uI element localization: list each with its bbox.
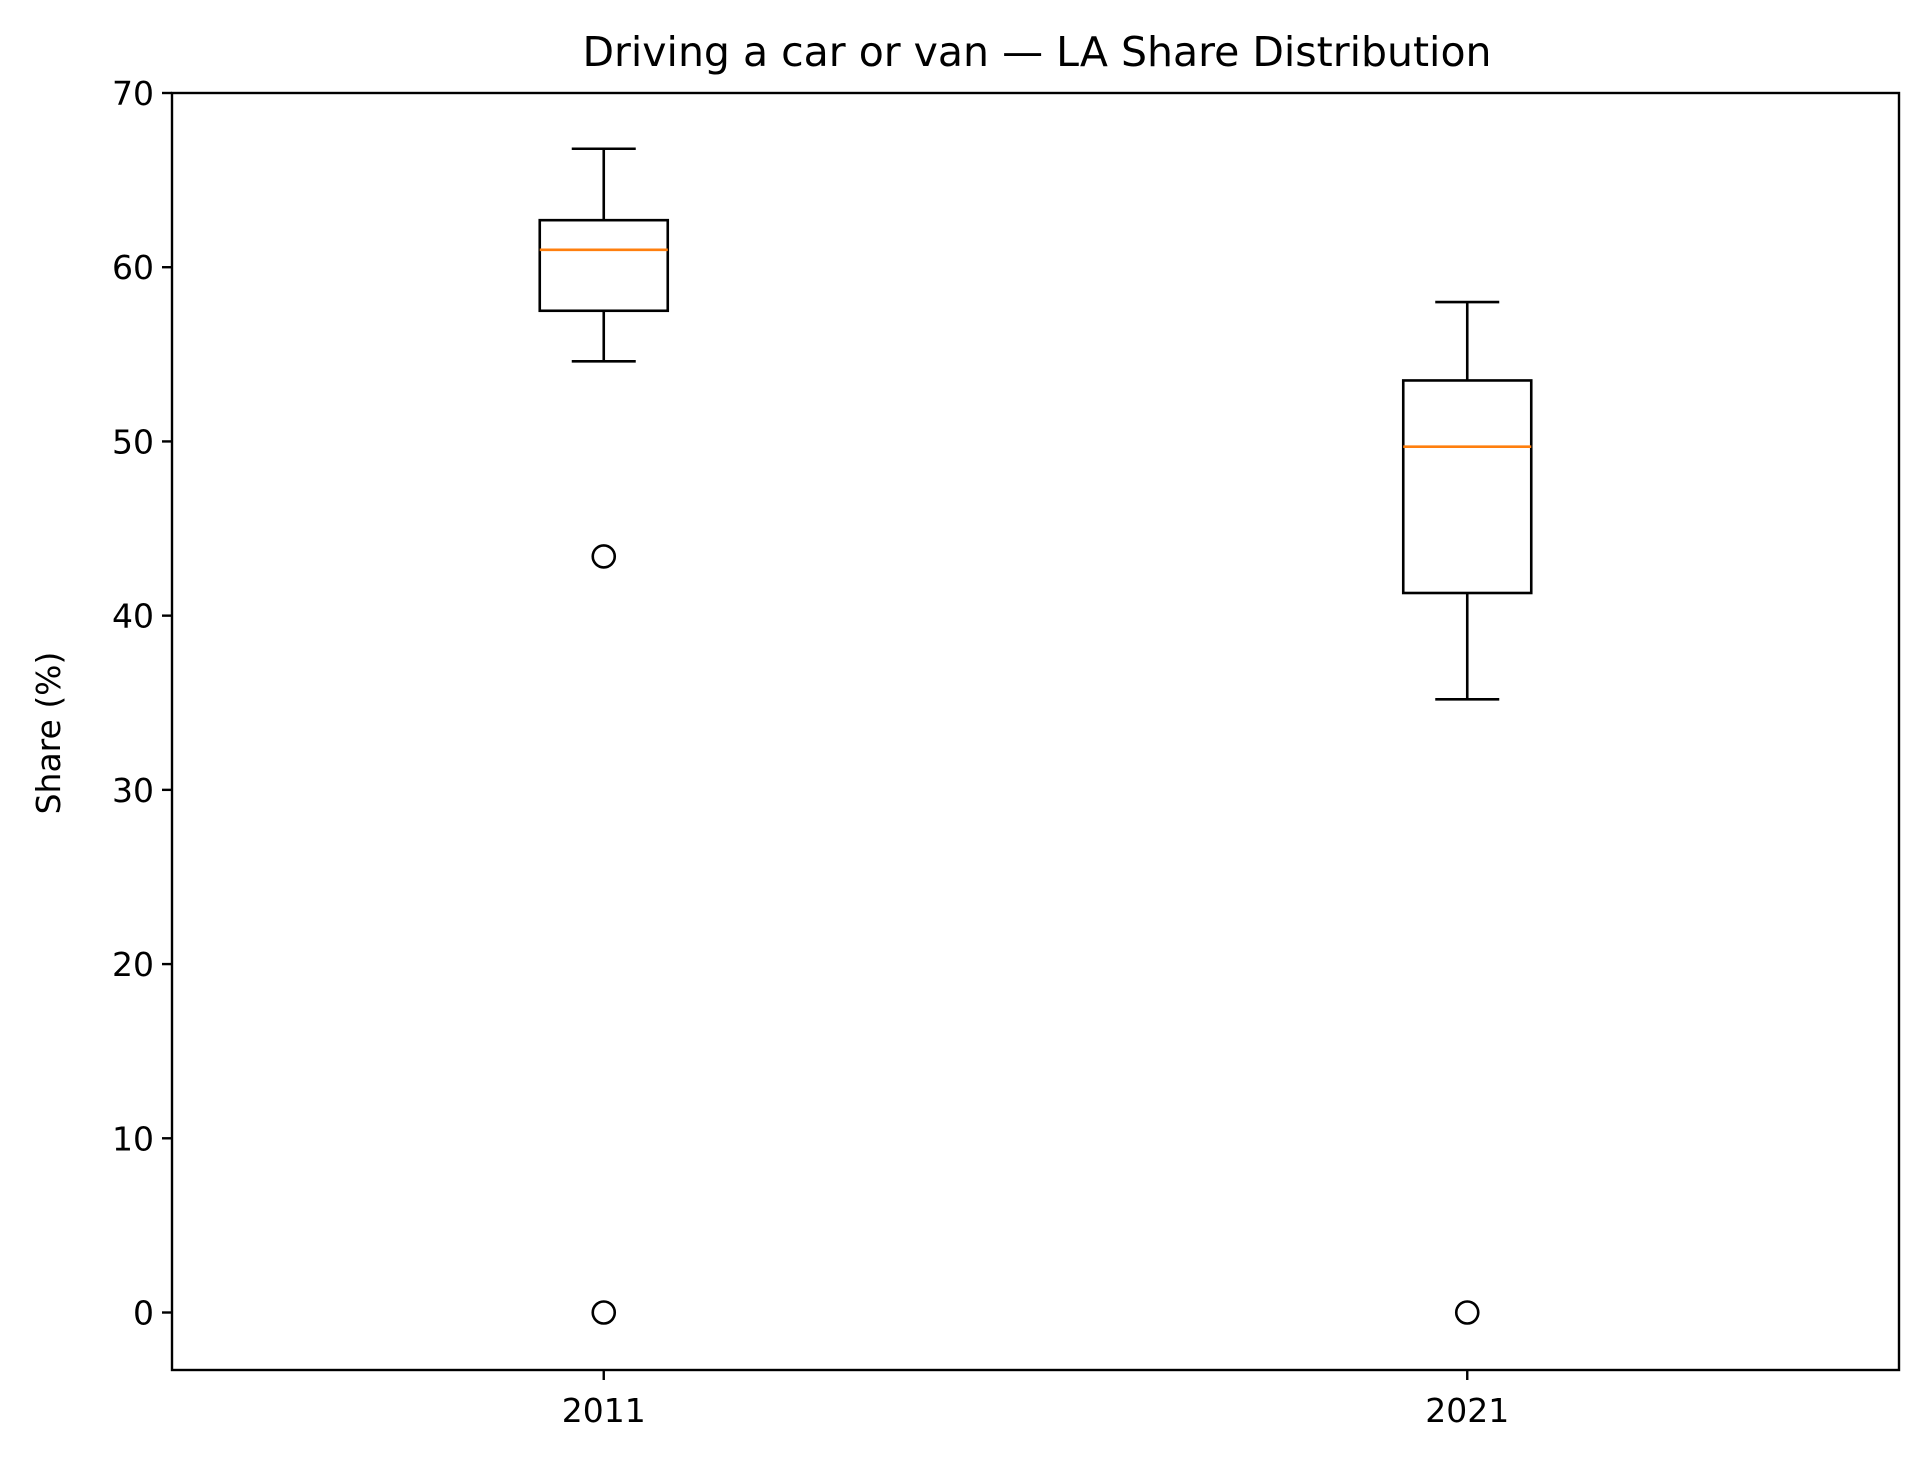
y-tick-label: 60 [112,248,154,287]
y-tick-label: 30 [112,771,154,810]
y-tick-label: 10 [112,1119,154,1158]
outlier-point [591,544,617,569]
plot-frame [170,91,1901,1372]
y-tick-label: 0 [133,1294,154,1333]
chart-title: Driving a car or van — LA Share Distribu… [582,28,1491,76]
y-tick-label: 70 [112,74,154,113]
x-tick-label: 2011 [562,1391,646,1430]
y-axis-label: Share (%) [29,652,68,815]
y-tick-label: 20 [112,945,154,984]
outlier-point [1454,1300,1480,1325]
box-iqr [1401,379,1533,595]
y-tick-label: 40 [112,597,154,636]
box-iqr [538,218,670,313]
plot-area: 0 10 20 30 40 50 60 70 2011 2021 [112,74,1533,1430]
x-tick-label: 2021 [1425,1391,1509,1430]
outlier-point [591,1300,617,1325]
y-tick-label: 50 [112,422,154,461]
